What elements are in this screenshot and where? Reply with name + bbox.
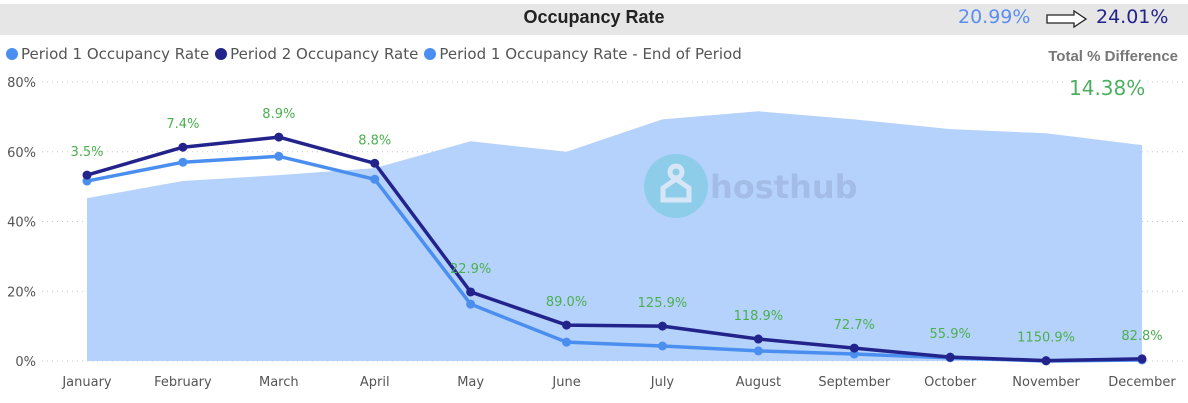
y-tick-label: 20% (7, 285, 36, 300)
house-pin-icon (644, 154, 708, 218)
period2-point (562, 320, 572, 330)
period2-point (753, 334, 763, 344)
legend-dot-icon (424, 48, 437, 60)
data-label: 55.9% (930, 327, 971, 342)
period2-point (466, 287, 476, 297)
period2-point (370, 158, 380, 168)
x-tick-label: August (736, 375, 782, 390)
x-tick-label: July (650, 375, 675, 390)
period2-total: 24.01% (1096, 6, 1169, 28)
x-tick-label: October (924, 375, 977, 390)
period1-point (178, 157, 188, 167)
period2-point (849, 343, 859, 353)
x-tick-label: April (360, 375, 390, 390)
data-label: 8.8% (358, 133, 391, 148)
data-label: 125.9% (638, 296, 688, 311)
y-tick-label: 40% (7, 216, 36, 231)
legend-label: Period 2 Occupancy Rate (230, 45, 419, 63)
x-tick-label: February (154, 375, 212, 390)
x-tick-label: December (1108, 375, 1176, 390)
total-diff-value: 14.38% (1067, 76, 1148, 100)
data-label: 7.4% (166, 117, 199, 132)
data-label: 82.8% (1121, 329, 1162, 344)
x-tick-label: June (551, 375, 580, 390)
x-tick-label: January (61, 375, 112, 390)
period2-point (178, 142, 188, 152)
period2-point (274, 132, 284, 142)
period1-point (657, 341, 667, 351)
legend-label: Period 1 Occupancy Rate - End of Period (439, 45, 742, 63)
period1-point (466, 299, 476, 309)
period2-point (82, 170, 92, 180)
data-label: 3.5% (70, 145, 103, 160)
legend: Period 1 Occupancy Rate Period 2 Occupan… (6, 45, 742, 63)
period1-total: 20.99% (958, 6, 1031, 28)
x-tick-label: March (259, 375, 299, 390)
watermark-text: hosthub (710, 168, 858, 206)
legend-dot-icon (6, 48, 18, 60)
legend-item-end-of-period[interactable]: Period 1 Occupancy Rate - End of Period (424, 45, 742, 63)
period1-point (274, 151, 284, 161)
period1-point (562, 337, 572, 347)
legend-item-period1[interactable]: Period 1 Occupancy Rate (6, 45, 209, 63)
data-label: 118.9% (734, 309, 784, 324)
right-arrow-icon (1046, 10, 1088, 28)
house-pin-icon-glyph (660, 163, 692, 203)
x-tick-label: September (818, 375, 891, 390)
legend-item-period2[interactable]: Period 2 Occupancy Rate (215, 45, 418, 63)
title-bar (0, 4, 1188, 35)
y-tick-label: 80% (7, 76, 36, 91)
y-tick-label: 0% (15, 355, 36, 370)
data-label: 1150.9% (1017, 331, 1075, 346)
data-label: 8.9% (262, 107, 295, 122)
end-of-period-area (87, 111, 1142, 361)
chart-title: Occupancy Rate (523, 7, 665, 27)
legend-dot-icon (215, 48, 228, 60)
data-label: 22.9% (450, 262, 491, 277)
period2-point (1137, 354, 1147, 364)
data-label: 72.7% (834, 318, 875, 333)
total-diff-label: Total % Difference (1048, 48, 1178, 65)
x-tick-label: May (457, 375, 484, 390)
period2-point (657, 321, 667, 331)
period2-line (86, 135, 1143, 363)
hosthub-watermark: hosthub (644, 154, 858, 218)
period2-point (1041, 356, 1051, 366)
y-tick-label: 60% (7, 146, 36, 161)
period1-point (753, 346, 763, 356)
legend-label: Period 1 Occupancy Rate (21, 45, 210, 63)
x-tick-label: November (1012, 375, 1080, 390)
period2-point (945, 352, 955, 362)
data-label: 89.0% (546, 295, 587, 310)
period1-point (370, 174, 380, 184)
